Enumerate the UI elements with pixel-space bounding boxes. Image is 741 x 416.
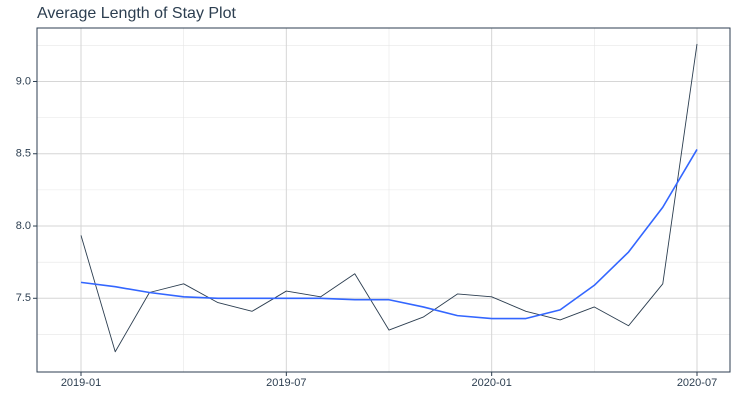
y-tick-label: 8.5 xyxy=(16,148,31,160)
y-tick-label: 7.5 xyxy=(16,292,31,304)
x-tick-label: 2019-01 xyxy=(61,377,101,389)
x-tick-label: 2019-07 xyxy=(266,377,306,389)
chart-title: Average Length of Stay Plot xyxy=(37,5,237,22)
data-line xyxy=(80,43,698,353)
y-tick-label: 8.0 xyxy=(16,220,31,232)
y-tick-label: 9.0 xyxy=(16,75,31,87)
plot-border xyxy=(36,27,731,373)
x-tick-label: 2020-07 xyxy=(677,377,717,389)
data-line xyxy=(80,149,698,320)
x-tick-label: 2020-01 xyxy=(471,377,511,389)
